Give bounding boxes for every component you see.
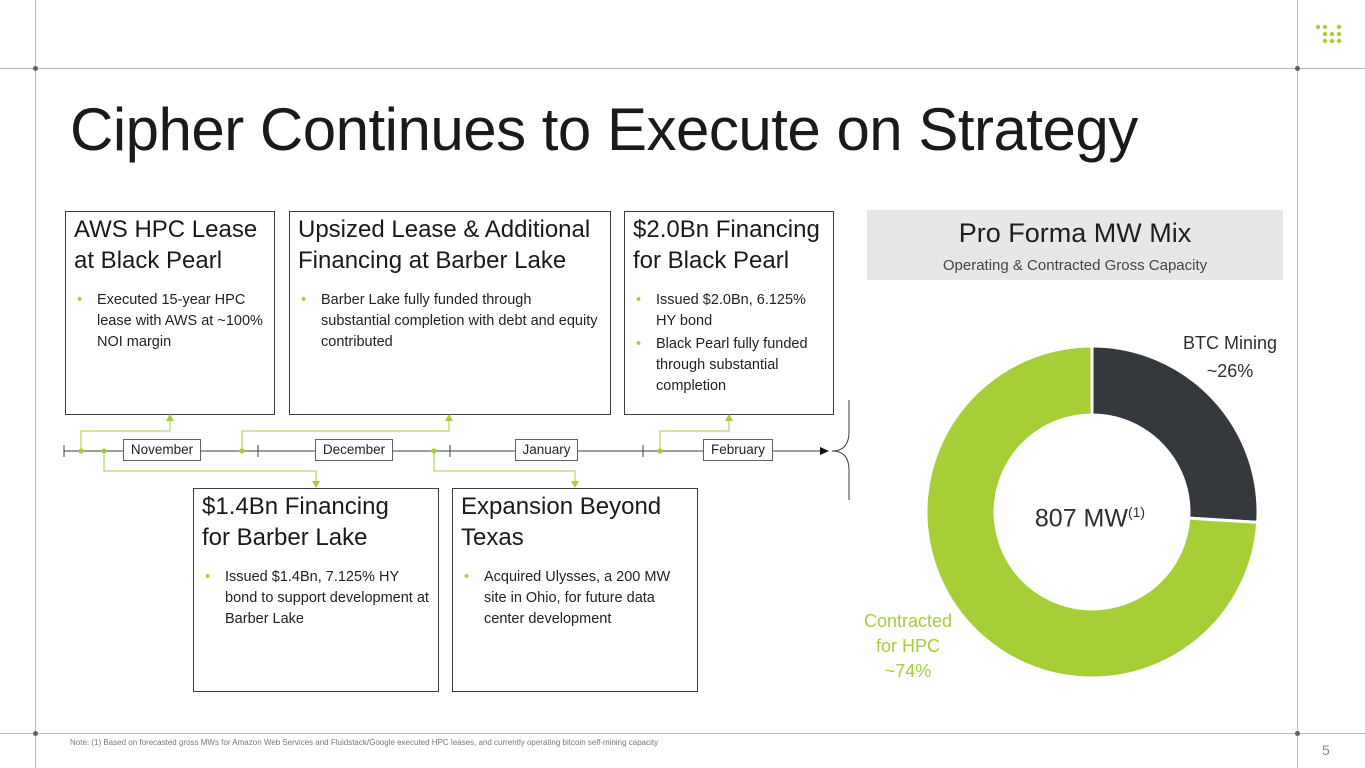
donut-center-value: 807 MW(1) xyxy=(1034,504,1146,533)
bullet-item: Issued $1.4Bn, 7.125% HY bond to support… xyxy=(202,567,434,630)
bullet-item: Acquired Ulysses, a 200 MW site in Ohio,… xyxy=(461,567,681,630)
corner-dot xyxy=(1295,731,1300,736)
bullet-item: Issued $2.0Bn, 6.125% HY bond xyxy=(633,290,829,332)
hpc-label: Contracted for HPC ~74% xyxy=(863,611,953,681)
donut-slice-btc-mining xyxy=(1090,344,1260,525)
card-upsized-lease: Upsized Lease & Additional Financing at B… xyxy=(289,211,611,415)
left-rule xyxy=(35,0,36,768)
timeline xyxy=(63,400,850,500)
page-number: 5 xyxy=(1322,742,1330,758)
bullet-item: Black Pearl fully funded through substan… xyxy=(633,334,829,397)
top-rule xyxy=(0,68,1365,69)
bullet-item: Executed 15-year HPC lease with AWS at ~… xyxy=(74,290,270,353)
mw-mix-subtitle: Operating & Contracted Gross Capacity xyxy=(942,257,1208,274)
mw-mix-donut-chart xyxy=(924,344,1260,680)
footnote: Note: (1) Based on forecasted gross MWs … xyxy=(70,738,659,747)
right-rule xyxy=(1297,0,1298,768)
btc-mining-label: BTC Mining ~26% xyxy=(1182,333,1278,381)
mw-mix-title: Pro Forma MW Mix xyxy=(958,218,1192,248)
page-title: Cipher Continues to Execute on Strategy xyxy=(70,96,1138,163)
card-title: Upsized Lease & Additional Financing at B… xyxy=(298,216,591,274)
bottom-rule xyxy=(0,733,1365,734)
month-label-november: November xyxy=(123,439,201,461)
month-label-january: January xyxy=(515,439,578,461)
corner-dot xyxy=(1295,66,1300,71)
corner-dot xyxy=(33,66,38,71)
bullet-item: Barber Lake fully funded through substan… xyxy=(298,290,598,353)
card-title: $1.4Bn Financing for Barber Lake xyxy=(202,493,389,551)
card-title: $2.0Bn Financing for Black Pearl xyxy=(633,216,820,274)
dot-grid-logo-icon xyxy=(1315,24,1342,44)
card-title: Expansion Beyond Texas xyxy=(461,493,662,551)
card-title: AWS HPC Lease at Black Pearl xyxy=(74,216,258,274)
donut-slice-contracted-for-hpc xyxy=(924,344,1260,680)
month-label-december: December xyxy=(315,439,393,461)
month-label-february: February xyxy=(703,439,773,461)
corner-dot xyxy=(33,731,38,736)
mw-mix-header: Pro Forma MW Mix Operating & Contracted … xyxy=(867,210,1283,280)
